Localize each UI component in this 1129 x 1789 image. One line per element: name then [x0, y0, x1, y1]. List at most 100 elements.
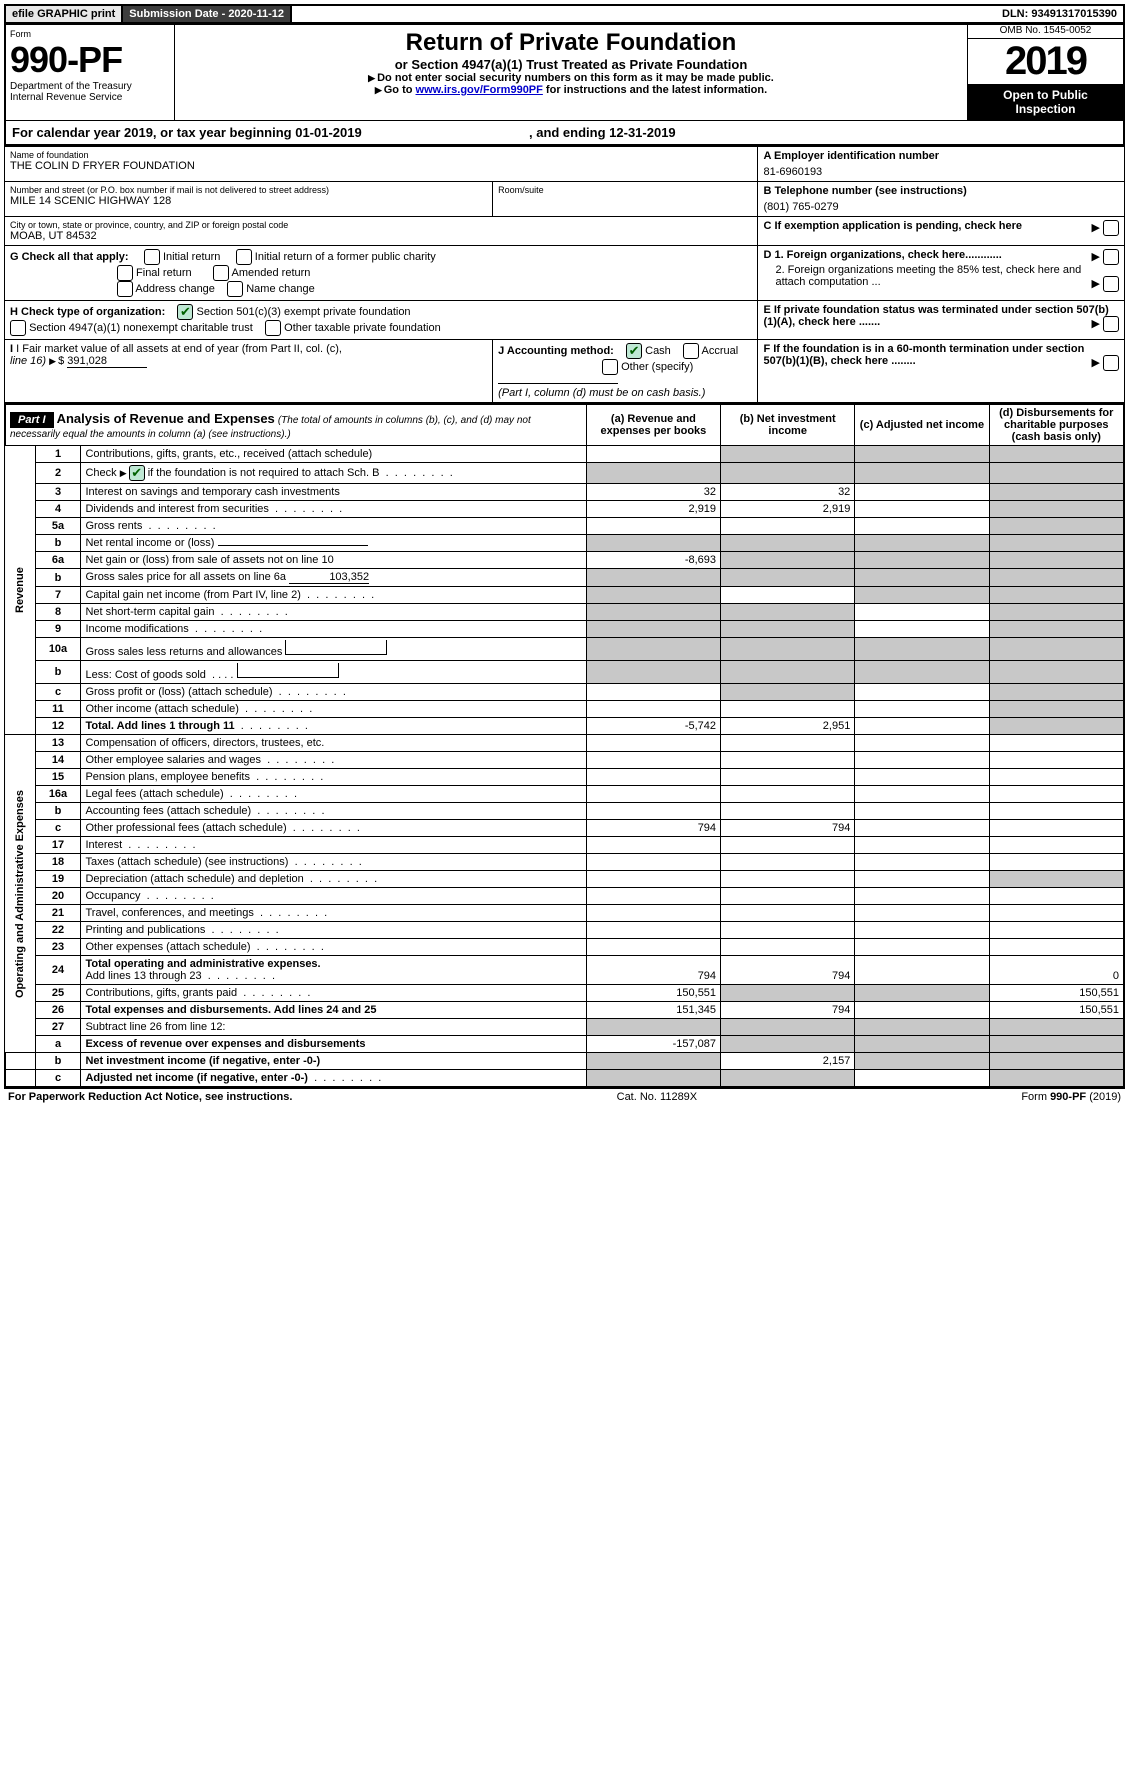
g-amended: Amended return	[232, 267, 311, 279]
g-final: Final return	[136, 267, 192, 279]
l27a: Excess of revenue over expenses and disb…	[85, 1038, 365, 1050]
l5a: Gross rents	[85, 520, 142, 532]
l12-b: 2,951	[721, 718, 855, 735]
l6b-pre: Gross sales price for all assets on line…	[85, 571, 286, 583]
g-address: Address change	[135, 283, 215, 295]
tax-year: 2019	[968, 39, 1123, 84]
l15: Pension plans, employee benefits	[85, 771, 250, 783]
e-checkbox[interactable]	[1103, 316, 1119, 332]
l3: Interest on savings and temporary cash i…	[81, 484, 586, 501]
l19: Depreciation (attach schedule) and deple…	[85, 873, 303, 885]
l16c-b: 794	[721, 820, 855, 837]
revenue-vert-label: Revenue	[5, 446, 35, 735]
l6b-val: 103,352	[289, 571, 369, 584]
l26-a: 151,345	[586, 1002, 720, 1019]
l26-d: 150,551	[989, 1002, 1124, 1019]
part1-table: Part I Analysis of Revenue and Expenses …	[4, 403, 1125, 1088]
col-b: (b) Net investment income	[721, 404, 855, 446]
j-cash-checkbox[interactable]	[626, 343, 642, 359]
l3-b: 32	[721, 484, 855, 501]
form-id-cell: Form 990-PF Department of the Treasury I…	[5, 25, 175, 121]
l6a: Net gain or (loss) from sale of assets n…	[81, 552, 586, 569]
form-subtitle: or Section 4947(a)(1) Trust Treated as P…	[179, 57, 963, 72]
l10c: Gross profit or (loss) (attach schedule)	[85, 686, 272, 698]
g-initial: Initial return	[163, 251, 220, 263]
l1: Contributions, gifts, grants, etc., rece…	[81, 446, 586, 463]
instr-link[interactable]: www.irs.gov/Form990PF	[416, 84, 543, 96]
j-accrual: Accrual	[702, 345, 739, 357]
j-note: (Part I, column (d) must be on cash basi…	[498, 387, 705, 399]
i-amount: 391,028	[67, 355, 147, 368]
l21: Travel, conferences, and meetings	[85, 907, 253, 919]
l2-checkbox[interactable]	[129, 465, 145, 481]
d1-checkbox[interactable]	[1103, 249, 1119, 265]
calendar-year-row: For calendar year 2019, or tax year begi…	[5, 121, 1124, 146]
l26-b: 794	[721, 1002, 855, 1019]
col-c: (c) Adjusted net income	[855, 404, 989, 446]
phone-label: B Telephone number (see instructions)	[763, 185, 1119, 197]
g-name-checkbox[interactable]	[227, 281, 243, 297]
l27a-a: -157,087	[586, 1036, 720, 1053]
l7: Capital gain net income (from Part IV, l…	[85, 589, 300, 601]
l10a: Gross sales less returns and allowances	[85, 646, 282, 658]
phone-value: (801) 765-0279	[763, 201, 1119, 213]
l24-d: 0	[989, 956, 1124, 985]
h-other-checkbox[interactable]	[265, 320, 281, 336]
f-checkbox[interactable]	[1103, 355, 1119, 371]
h-4947: Section 4947(a)(1) nonexempt charitable …	[29, 322, 253, 334]
l12-a: -5,742	[586, 718, 720, 735]
l17: Interest	[85, 839, 122, 851]
name-label: Name of foundation	[10, 150, 752, 160]
l25-a: 150,551	[586, 985, 720, 1002]
ein-label: A Employer identification number	[763, 150, 1119, 162]
l22: Printing and publications	[85, 924, 205, 936]
col-a: (a) Revenue and expenses per books	[586, 404, 720, 446]
instr-1: Do not enter social security numbers on …	[377, 72, 774, 84]
i-label: I Fair market value of all assets at end…	[16, 343, 342, 355]
l16b: Accounting fees (attach schedule)	[85, 805, 251, 817]
instr-2-suffix: for instructions and the latest informat…	[543, 84, 767, 96]
g-initial-former-checkbox[interactable]	[236, 249, 252, 265]
l25-d: 150,551	[989, 985, 1124, 1002]
h-501c3-checkbox[interactable]	[177, 304, 193, 320]
j-other-checkbox[interactable]	[602, 359, 618, 375]
ending-date: 12-31-2019	[609, 125, 676, 140]
c-checkbox[interactable]	[1103, 220, 1119, 236]
d2-checkbox[interactable]	[1103, 276, 1119, 292]
col-d: (d) Disbursements for charitable purpose…	[989, 404, 1124, 446]
omb-number: OMB No. 1545-0052	[968, 25, 1123, 39]
expenses-vert-label: Operating and Administrative Expenses	[5, 735, 35, 1053]
efile-label: efile GRAPHIC print	[6, 6, 123, 22]
paperwork-notice: For Paperwork Reduction Act Notice, see …	[8, 1091, 292, 1103]
l4: Dividends and interest from securities	[85, 503, 268, 515]
l25: Contributions, gifts, grants paid	[85, 987, 237, 999]
g-initial-checkbox[interactable]	[144, 249, 160, 265]
l13: Compensation of officers, directors, tru…	[81, 735, 586, 752]
cat-number: Cat. No. 11289X	[617, 1091, 698, 1103]
g-address-checkbox[interactable]	[117, 281, 133, 297]
g-amended-checkbox[interactable]	[213, 265, 229, 281]
g-final-checkbox[interactable]	[117, 265, 133, 281]
l9: Income modifications	[85, 623, 188, 635]
header-right: OMB No. 1545-0052 2019 Open to Public In…	[968, 25, 1125, 121]
h-4947-checkbox[interactable]	[10, 320, 26, 336]
form-word: Form	[10, 29, 170, 39]
header-center: Return of Private Foundation or Section …	[175, 25, 968, 121]
foundation-name: THE COLIN D FRYER FOUNDATION	[10, 160, 752, 172]
g-label: G Check all that apply:	[10, 251, 129, 263]
l3-a: 32	[586, 484, 720, 501]
footer: For Paperwork Reduction Act Notice, see …	[4, 1088, 1125, 1105]
dln: DLN: 93491317015390	[996, 6, 1123, 22]
h-other: Other taxable private foundation	[284, 322, 441, 334]
j-label: J Accounting method:	[498, 345, 614, 357]
l2-post: if the foundation is not required to att…	[148, 467, 380, 479]
arrow-icon	[368, 72, 377, 84]
j-accrual-checkbox[interactable]	[683, 343, 699, 359]
h-label: H Check type of organization:	[10, 306, 165, 318]
l27b-b: 2,157	[721, 1053, 855, 1070]
l14: Other employee salaries and wages	[85, 754, 260, 766]
form-header: Form 990-PF Department of the Treasury I…	[4, 24, 1125, 146]
g-name: Name change	[246, 283, 315, 295]
addr-value: MILE 14 SCENIC HIGHWAY 128	[10, 195, 487, 207]
f-label: F If the foundation is in a 60-month ter…	[763, 343, 1084, 367]
